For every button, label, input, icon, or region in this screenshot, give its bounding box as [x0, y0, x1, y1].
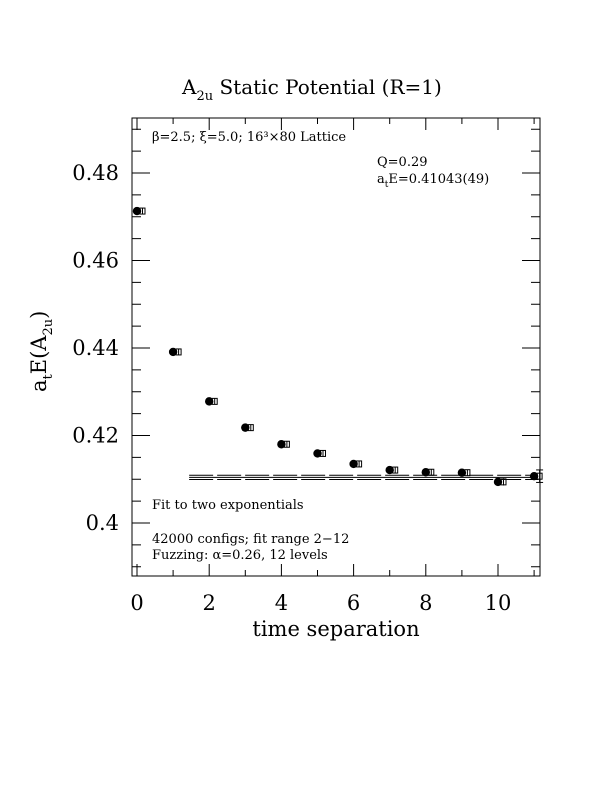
data-point: [385, 465, 399, 475]
x-axis-label: time separation: [252, 617, 419, 641]
data-point-marker: [132, 206, 142, 216]
fuzzing-annotation: Fuzzing: α=0.26, 12 levels: [152, 548, 328, 563]
data-points: [132, 206, 544, 487]
data-point-marker: [349, 459, 358, 469]
data-point: [277, 440, 290, 449]
data-point: [529, 469, 544, 483]
data-point: [132, 206, 146, 216]
y-tick-label: 0.44: [72, 336, 119, 360]
data-point: [168, 347, 182, 357]
q-annotation: Q=0.29: [377, 155, 428, 170]
x-tick-labels: 0 2 4 6 8 10: [130, 591, 511, 615]
title-subscript: 2u: [196, 89, 213, 104]
x-tick-label: 8: [419, 591, 432, 615]
data-point: [493, 477, 507, 487]
chart-title: A2u Static Potential (R=1): [181, 75, 442, 104]
plot-frame: [131, 117, 541, 577]
data-point: [241, 423, 254, 432]
data-point-marker: [205, 397, 214, 406]
x-tick-label: 4: [275, 591, 288, 615]
fit-band: [189, 474, 538, 481]
data-point: [313, 449, 326, 458]
data-point-marker: [457, 468, 467, 477]
fit-result-annotation: atE=0.41043(49): [377, 172, 489, 190]
x-tick-label: 0: [130, 591, 143, 615]
data-point: [421, 468, 435, 477]
data-point-marker: [385, 465, 394, 475]
configs-annotation: 42000 configs; fit range 2−12: [152, 532, 349, 547]
data-point-marker: [529, 471, 539, 481]
title-main: A: [181, 75, 197, 99]
data-point: [205, 397, 218, 406]
data-point-marker: [241, 423, 250, 432]
x-tick-label: 2: [203, 591, 216, 615]
y-tick-label: 0.42: [72, 424, 119, 448]
y-tick-label: 0.46: [72, 249, 119, 273]
axis-ticks: [132, 118, 540, 576]
data-point-marker: [493, 477, 503, 487]
data-point-marker: [313, 449, 322, 458]
y-tick-label: 0.4: [86, 511, 119, 535]
data-point-marker: [277, 440, 286, 449]
x-tick-label: 10: [485, 591, 512, 615]
title-rest: Static Potential (R=1): [213, 75, 442, 99]
data-point-marker: [168, 347, 178, 357]
y-tick-labels: 0.4 0.42 0.44 0.46 0.48: [72, 161, 119, 535]
y-tick-label: 0.48: [72, 161, 119, 185]
y-axis-label: atE(A2u): [27, 311, 56, 392]
x-tick-label: 6: [347, 591, 360, 615]
data-point-marker: [421, 468, 430, 477]
lattice-annotation: β=2.5; ξ=5.0; 16³×80 Lattice: [152, 130, 346, 145]
fit-type-annotation: Fit to two exponentials: [152, 498, 304, 513]
data-point: [349, 459, 363, 469]
data-point: [457, 468, 471, 477]
